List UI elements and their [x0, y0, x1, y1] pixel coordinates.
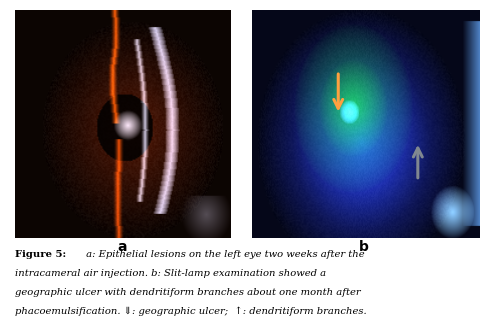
Text: a: Epithelial lesions on the left eye two weeks after the: a: Epithelial lesions on the left eye tw…	[82, 250, 364, 259]
Text: b: b	[359, 240, 368, 254]
Text: intracameral air injection. b: Slit-lamp examination showed a: intracameral air injection. b: Slit-lamp…	[15, 269, 325, 278]
Text: phacoemulsification. ⇓: geographic ulcer;  ↑: dendritiform branches.: phacoemulsification. ⇓: geographic ulcer…	[15, 307, 366, 316]
Text: Figure 5:: Figure 5:	[15, 250, 66, 259]
Text: geographic ulcer with dendritiform branches about one month after: geographic ulcer with dendritiform branc…	[15, 288, 360, 297]
Text: a: a	[117, 240, 127, 254]
